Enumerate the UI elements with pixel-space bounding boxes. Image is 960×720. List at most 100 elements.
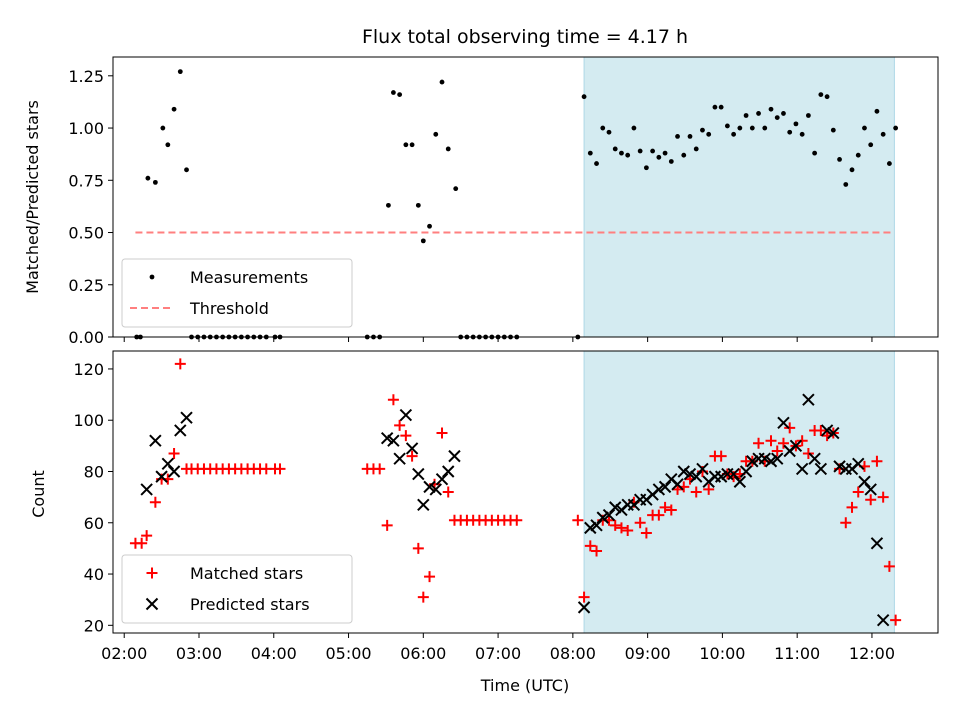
x-tick-label-0: 02:00 xyxy=(101,644,147,663)
bottom-series-1-point-54 xyxy=(795,462,809,476)
bottom-series-0-point-88 xyxy=(815,424,827,436)
bottom-series-1-point-10 xyxy=(399,408,413,422)
bottom-series-0-point-96-stroke xyxy=(865,494,877,506)
bottom-series-0-point-98-stroke xyxy=(877,491,889,503)
bottom-series-0-point-23 xyxy=(274,463,286,475)
top-series-0-point-94 xyxy=(855,152,861,158)
bottom-series-0-point-1 xyxy=(136,537,148,549)
top-series-0-point-58 xyxy=(631,125,637,131)
bottom-series-1-point-11 xyxy=(405,442,419,455)
bottom-legend-label-1: Predicted stars xyxy=(190,595,310,614)
bottom-series-1-point-22-stroke xyxy=(596,511,609,524)
top-series-0-point-67 xyxy=(687,134,693,139)
bottom-series-1-point-53-stroke xyxy=(789,439,803,453)
bottom-series-0-point-82-stroke xyxy=(777,437,789,449)
top-series-0-point-73 xyxy=(724,123,730,129)
bottom-series-1-point-46 xyxy=(746,455,759,468)
bottom-series-0-point-93 xyxy=(846,501,858,513)
bottom-series-0-point-86-stroke xyxy=(802,448,814,460)
top-series-0-point-38 xyxy=(453,186,459,192)
bottom-series-1-point-3-stroke xyxy=(161,457,175,471)
bottom-series-0-point-99-stroke xyxy=(883,560,895,572)
bottom-series-1-point-14-stroke xyxy=(423,480,436,494)
bottom-series-0-point-6 xyxy=(168,448,180,460)
bottom-series-1-point-19 xyxy=(577,601,591,614)
bottom-series-1-point-14 xyxy=(423,480,436,494)
bottom-series-1-point-55-stroke xyxy=(802,393,815,406)
bottom-series-0-point-31-stroke xyxy=(406,450,418,462)
bottom-series-0-point-59-stroke xyxy=(634,517,646,529)
bottom-series-1-point-59-stroke xyxy=(827,426,840,440)
bottom-series-0-point-32-stroke xyxy=(412,542,424,554)
bottom-series-0-point-92 xyxy=(840,517,852,529)
bottom-series-0-point-2 xyxy=(141,530,153,542)
bottom-legend-box xyxy=(121,554,353,624)
bottom-series-1-point-34-stroke xyxy=(671,478,684,491)
bottom-series-1-point-20 xyxy=(584,521,597,535)
bottom-series-1-point-37 xyxy=(690,470,703,483)
bottom-series-1-point-22 xyxy=(596,511,609,524)
top-series-0-point-64 xyxy=(668,159,674,164)
bottom-series-1-point-0 xyxy=(140,483,153,496)
bottom-series-0-point-72-stroke xyxy=(715,450,727,462)
top-series-0-point-89 xyxy=(824,94,830,100)
top-series-0-point-2 xyxy=(145,175,151,181)
legend-measurements-marker xyxy=(149,274,155,280)
bottom-series-1-point-24 xyxy=(609,501,622,514)
bottom-series-0-point-2-stroke xyxy=(141,530,153,542)
bottom-series-1-point-36 xyxy=(683,467,697,481)
bottom-series-1-point-65-stroke xyxy=(864,483,877,496)
bottom-series-0-point-6-stroke xyxy=(168,448,180,460)
x-tick-label-10: 12:00 xyxy=(849,644,895,663)
bottom-series-0-point-81-stroke xyxy=(771,445,783,457)
bottom-series-0-point-65-stroke xyxy=(672,483,684,495)
top-series-0-point-71 xyxy=(712,104,718,110)
top-series-0-point-87 xyxy=(812,150,818,156)
top-series-0-point-86 xyxy=(805,113,811,118)
bottom-series-0-point-30 xyxy=(400,430,412,442)
bottom-series-0-point-52 xyxy=(591,545,603,557)
top-series-0-point-96 xyxy=(868,142,874,148)
bottom-series-1-point-48-stroke xyxy=(758,452,771,465)
bottom-series-1-point-51-stroke xyxy=(777,416,790,429)
bottom-series-0-point-32 xyxy=(412,542,424,554)
bottom-series-1-point-18-stroke xyxy=(448,449,461,463)
bottom-series-0-point-27-stroke xyxy=(381,519,393,531)
bottom-series-1-point-32-stroke xyxy=(658,480,672,494)
top-series-0-point-83 xyxy=(787,129,793,135)
bottom-series-0-point-64 xyxy=(665,504,677,516)
top-legend-label-0: Measurements xyxy=(190,268,308,287)
bottom-series-0-point-86 xyxy=(802,448,814,460)
bottom-series-0-point-52-stroke xyxy=(591,545,603,557)
x-tick-label-5: 07:00 xyxy=(475,644,521,663)
bottom-series-1-point-7 xyxy=(380,431,394,445)
bottom-series-1-point-44 xyxy=(733,475,747,488)
bottom-series-1-point-17-stroke xyxy=(442,465,455,478)
bottom-series-1-point-2 xyxy=(155,470,168,483)
bottom-series-1-point-37-stroke xyxy=(690,470,703,483)
top-y-tick-label-1: 0.25 xyxy=(68,276,104,295)
bottom-series-1-point-20-stroke xyxy=(584,521,597,535)
bottom-series-0-point-97 xyxy=(871,455,883,467)
top-series-0-point-88 xyxy=(818,92,824,98)
bottom-series-1-point-57 xyxy=(814,462,828,476)
bottom-series-1-point-15-stroke xyxy=(429,483,442,496)
bottom-series-1-point-66 xyxy=(870,537,884,550)
bottom-series-0-point-7 xyxy=(174,358,186,370)
bottom-series-1-point-16-stroke xyxy=(435,472,449,486)
bottom-series-0-point-23-stroke xyxy=(274,463,286,475)
bottom-series-1-point-32 xyxy=(658,480,672,494)
top-series-0-point-56 xyxy=(619,150,624,156)
bottom-series-1-point-17 xyxy=(442,465,455,478)
top-series-0-point-68 xyxy=(693,146,699,152)
bottom-series-0-point-55 xyxy=(609,519,621,531)
bottom-series-1-point-56-stroke xyxy=(808,452,821,465)
bottom-series-0-point-28-stroke xyxy=(387,394,399,406)
top-y-tick-label-4: 1.00 xyxy=(68,119,104,138)
bottom-series-0-point-80-stroke xyxy=(765,435,777,447)
top-y-axis-label: Matched/Predicted stars xyxy=(23,100,42,294)
bottom-series-0-point-36 xyxy=(436,427,448,439)
bottom-series-1-point-9 xyxy=(393,452,406,465)
bottom-series-1-point-54-stroke xyxy=(795,462,809,476)
top-y-tick-label-3: 0.75 xyxy=(68,171,104,190)
